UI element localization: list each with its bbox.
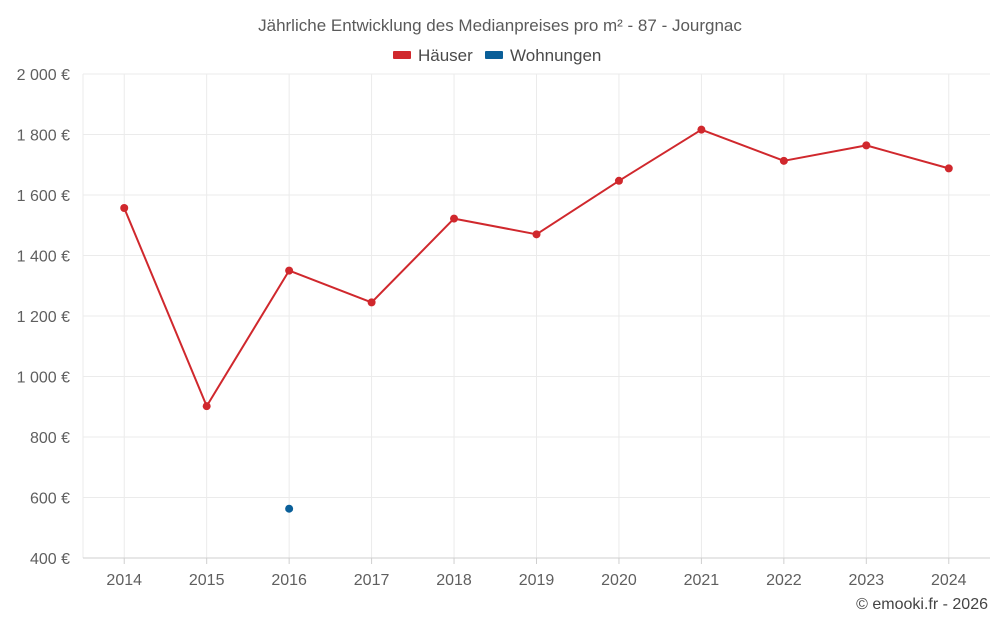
data-point-haeuser[interactable] — [367, 298, 376, 307]
y-tick-label: 1 000 € — [17, 370, 70, 387]
data-point-haeuser[interactable] — [697, 125, 706, 134]
y-tick-label: 2 000 € — [17, 67, 70, 84]
data-point-haeuser[interactable] — [779, 156, 788, 165]
y-tick-label: 400 € — [30, 551, 70, 568]
x-tick-label: 2022 — [766, 572, 802, 589]
y-tick-label: 1 600 € — [17, 188, 70, 205]
data-point-haeuser[interactable] — [614, 176, 623, 185]
legend-label-haeuser: Häuser — [418, 46, 473, 65]
data-point-haeuser[interactable] — [862, 141, 871, 150]
legend-item-wohnungen[interactable]: Wohnungen — [485, 46, 601, 65]
x-tick-label: 2014 — [106, 572, 142, 589]
data-point-haeuser[interactable] — [450, 214, 459, 223]
x-tick-label: 2019 — [519, 572, 555, 589]
y-tick-label: 1 400 € — [17, 249, 70, 266]
data-point-haeuser[interactable] — [202, 402, 211, 411]
x-axis: 2014 2015 2016 2017 2018 2019 2020 2021 2022 2023… — [83, 557, 990, 589]
legend-label-wohnungen: Wohnungen — [510, 46, 601, 65]
legend: Häuser Wohnungen — [393, 46, 601, 65]
y-tick-label: 600 € — [30, 491, 70, 508]
x-tick-label: 2015 — [189, 572, 225, 589]
data-point-haeuser[interactable] — [532, 230, 541, 239]
x-tick-label: 2021 — [684, 572, 720, 589]
gridlines — [82, 73, 990, 559]
x-tick-label: 2024 — [931, 572, 967, 589]
x-tick-label: 2017 — [354, 572, 390, 589]
chart-credit: © emooki.fr - 2026 — [856, 596, 988, 613]
y-tick-label: 800 € — [30, 430, 70, 447]
x-tick-label: 2020 — [601, 572, 637, 589]
data-point-haeuser[interactable] — [120, 204, 129, 213]
x-tick-label: 2018 — [436, 572, 472, 589]
data-point-haeuser[interactable] — [944, 164, 953, 173]
legend-item-haeuser[interactable]: Häuser — [393, 46, 473, 65]
data-point-haeuser[interactable] — [285, 266, 294, 275]
plot-area — [120, 125, 953, 513]
x-tick-label: 2016 — [271, 572, 307, 589]
data-point-wohnungen[interactable] — [285, 504, 294, 513]
x-tick-label: 2023 — [849, 572, 885, 589]
chart-title: Jährliche Entwicklung des Medianpreises … — [258, 16, 742, 35]
y-tick-label: 1 200 € — [17, 309, 70, 326]
legend-swatch-haeuser — [393, 51, 411, 59]
legend-swatch-wohnungen — [485, 51, 503, 59]
y-tick-label: 1 800 € — [17, 128, 70, 145]
y-axis: 400 € 600 € 800 € 1 000 € 1 200 € 1 400 € 1 60… — [17, 67, 70, 568]
